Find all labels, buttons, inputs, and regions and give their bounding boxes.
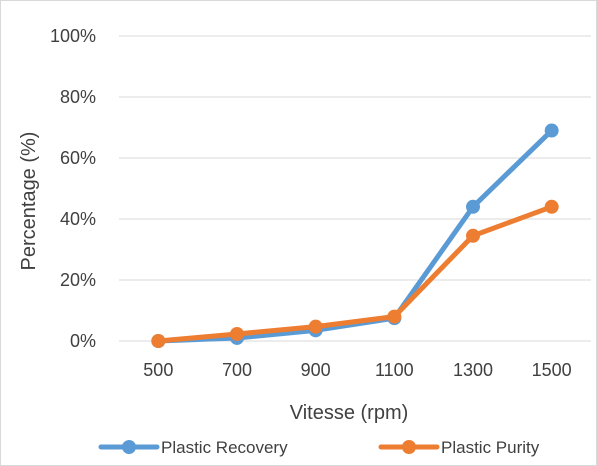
legend-marker xyxy=(402,440,416,454)
x-tick-label: 1300 xyxy=(453,360,493,380)
legend: Plastic Recovery Plastic Purity xyxy=(98,438,540,457)
x-tick-label: 900 xyxy=(301,360,331,380)
x-tick-label: 1100 xyxy=(375,360,414,380)
data-point xyxy=(466,228,480,243)
x-axis-ticks: 500 700 900 1100 1300 1500 xyxy=(143,360,571,380)
series-line xyxy=(155,204,555,344)
data-point xyxy=(387,309,402,324)
y-axis-ticks: 0% 20% 40% 60% 80% 100% xyxy=(50,26,96,351)
data-point xyxy=(230,326,244,341)
series-plastic-recovery xyxy=(151,123,559,348)
legend-marker xyxy=(122,440,136,454)
x-tick-label: 1500 xyxy=(532,360,572,380)
x-tick-label: 500 xyxy=(143,360,173,380)
legend-label: Plastic Purity xyxy=(441,438,540,457)
x-tick-label: 700 xyxy=(222,360,252,380)
y-axis-title: Percentage (%) xyxy=(18,132,40,271)
data-point xyxy=(544,123,559,138)
data-point xyxy=(151,334,166,348)
data-point xyxy=(544,199,559,214)
data-point xyxy=(466,199,480,214)
series-layer xyxy=(151,123,559,348)
legend-label: Plastic Recovery xyxy=(161,438,288,457)
y-tick-label: 100% xyxy=(50,26,96,46)
y-tick-label: 20% xyxy=(60,270,96,290)
series-line xyxy=(155,128,555,344)
legend-item: Plastic Purity xyxy=(378,438,540,457)
legend-item: Plastic Recovery xyxy=(98,438,288,457)
y-tick-label: 0% xyxy=(70,331,96,351)
y-tick-label: 60% xyxy=(60,148,96,168)
series-plastic-purity xyxy=(151,199,559,348)
x-axis-title: Vitesse (rpm) xyxy=(290,402,409,424)
y-tick-label: 40% xyxy=(60,209,96,229)
y-tick-label: 80% xyxy=(60,87,96,107)
data-point xyxy=(308,319,323,334)
